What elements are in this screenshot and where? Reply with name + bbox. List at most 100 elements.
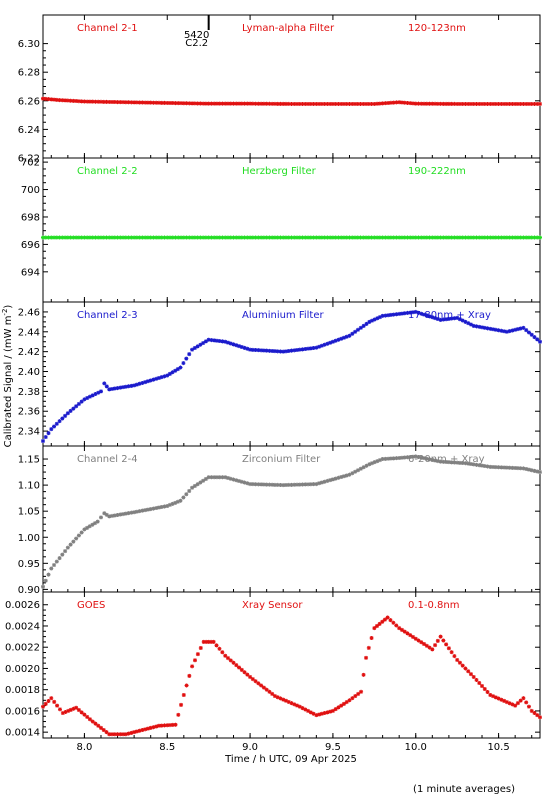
data-point <box>380 235 385 240</box>
data-point <box>370 318 375 323</box>
data-point <box>96 235 101 240</box>
channel-2-1-series <box>41 96 542 106</box>
data-point <box>521 466 526 471</box>
data-point <box>303 101 308 106</box>
data-point <box>176 235 181 240</box>
data-point <box>220 101 225 106</box>
data-point <box>283 483 288 488</box>
data-point <box>267 235 272 240</box>
data-point <box>76 235 81 240</box>
data-point <box>192 101 197 106</box>
data-point <box>126 100 131 105</box>
data-point <box>239 235 244 240</box>
data-point <box>121 100 126 105</box>
data-point <box>336 705 341 710</box>
data-point <box>192 483 197 488</box>
channel-2-1-label-3: 120-123nm <box>408 23 466 34</box>
data-point <box>156 723 161 728</box>
data-point <box>300 482 305 487</box>
data-point <box>356 327 361 332</box>
data-point <box>366 645 371 650</box>
data-point <box>386 235 391 240</box>
data-point <box>493 101 498 106</box>
data-point <box>422 456 427 461</box>
data-point <box>474 101 479 106</box>
data-point <box>198 101 203 106</box>
data-point <box>435 316 440 321</box>
data-point <box>333 235 338 240</box>
data-point <box>493 235 498 240</box>
data-point <box>361 465 366 470</box>
data-point <box>195 101 200 106</box>
data-point <box>433 101 438 106</box>
data-point <box>281 101 286 106</box>
data-point <box>353 469 358 474</box>
data-point <box>328 101 333 106</box>
data-point <box>444 317 449 322</box>
data-point <box>364 321 369 326</box>
data-point <box>424 235 429 240</box>
data-point <box>538 101 542 106</box>
data-point <box>430 235 435 240</box>
data-point <box>438 101 443 106</box>
channel-2-4-label-3: 6-20nm + Xray <box>408 454 485 465</box>
data-point <box>460 101 465 106</box>
data-point <box>306 482 311 487</box>
data-point <box>507 465 512 470</box>
data-point <box>344 235 349 240</box>
y-tick-label: 2.42 <box>18 347 40 358</box>
data-point <box>485 235 490 240</box>
data-point <box>143 380 148 385</box>
data-point <box>455 235 460 240</box>
data-point <box>319 711 324 716</box>
data-point <box>446 316 451 321</box>
data-point <box>283 349 288 354</box>
data-point <box>292 348 297 353</box>
data-point <box>353 329 358 334</box>
data-point <box>110 732 115 737</box>
data-point <box>289 235 294 240</box>
data-point <box>300 706 305 711</box>
data-point <box>278 349 283 354</box>
data-point <box>187 488 192 493</box>
data-point <box>250 347 255 352</box>
data-point <box>333 101 338 106</box>
data-point <box>374 623 379 628</box>
x-tick-label: 10.5 <box>487 742 509 753</box>
y-tick-label: 694 <box>21 267 40 278</box>
data-point <box>399 311 404 316</box>
data-point <box>311 235 316 240</box>
data-point <box>372 235 377 240</box>
data-point <box>201 639 206 644</box>
data-point <box>184 683 189 688</box>
data-point <box>98 725 103 730</box>
data-point <box>330 235 335 240</box>
data-point <box>306 235 311 240</box>
data-point <box>209 235 214 240</box>
data-point <box>397 626 402 631</box>
data-point <box>317 344 322 349</box>
data-point <box>96 99 101 104</box>
data-point <box>397 455 402 460</box>
data-point <box>126 235 131 240</box>
data-point <box>295 235 300 240</box>
data-point <box>297 101 302 106</box>
data-point <box>60 98 65 103</box>
data-point <box>253 101 258 106</box>
data-point <box>521 696 526 701</box>
data-point <box>369 101 374 106</box>
data-point <box>118 732 123 737</box>
data-point <box>195 482 200 487</box>
data-point <box>491 464 496 469</box>
data-point <box>225 340 230 345</box>
data-point <box>217 339 222 344</box>
data-point <box>308 482 313 487</box>
data-point <box>178 498 183 503</box>
data-point <box>504 329 509 334</box>
data-point <box>187 673 192 678</box>
data-point <box>405 310 410 315</box>
data-point <box>339 235 344 240</box>
data-point <box>228 341 233 346</box>
data-point <box>209 338 214 343</box>
data-point <box>449 316 454 321</box>
